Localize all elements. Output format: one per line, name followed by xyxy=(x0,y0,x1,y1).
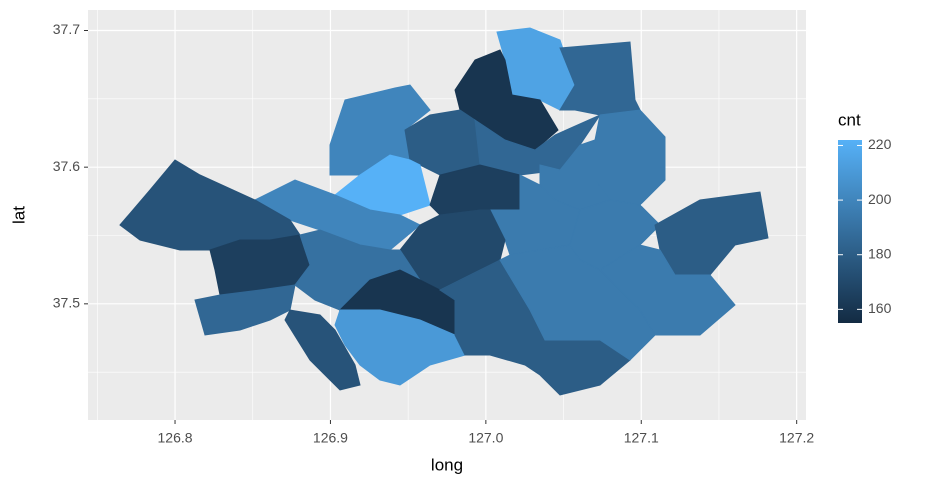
district xyxy=(599,244,736,336)
y-tick-label: 37.5 xyxy=(53,295,80,311)
legend-label: 220 xyxy=(868,136,892,152)
y-tick-label: 37.7 xyxy=(53,21,80,37)
x-axis-title: long xyxy=(431,455,463,474)
district xyxy=(284,309,361,391)
colorbar xyxy=(838,140,862,323)
legend-label: 200 xyxy=(868,191,892,207)
legend-label: 160 xyxy=(868,300,892,316)
y-tick-label: 37.6 xyxy=(53,158,80,174)
x-tick-label: 127.0 xyxy=(468,430,503,446)
district xyxy=(559,41,641,116)
x-tick-label: 126.8 xyxy=(158,430,193,446)
legend-label: 180 xyxy=(868,245,892,261)
x-tick-label: 127.2 xyxy=(779,430,814,446)
district xyxy=(334,309,466,386)
x-tick-label: 126.9 xyxy=(313,430,348,446)
y-axis-title: lat xyxy=(9,206,28,224)
legend-title: cnt xyxy=(838,110,861,129)
x-tick-label: 127.1 xyxy=(624,430,659,446)
